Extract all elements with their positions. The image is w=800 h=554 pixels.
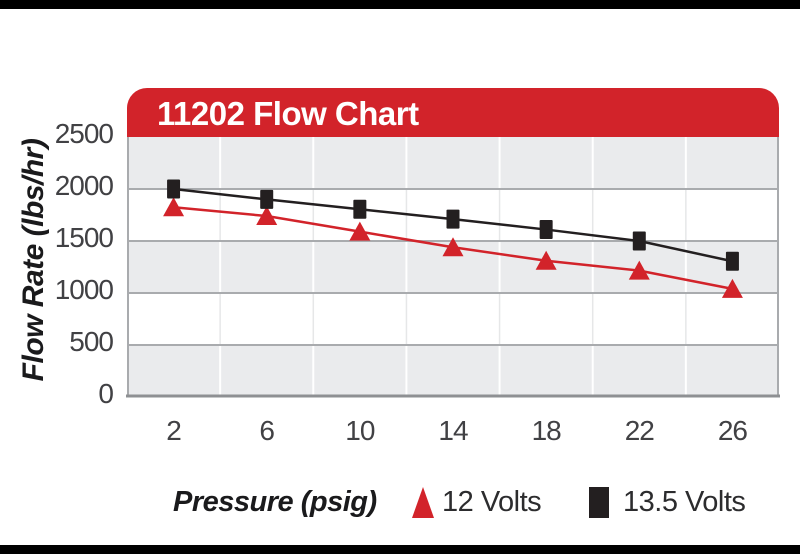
data-point-triangle (721, 278, 743, 298)
x-tick-label: 6 (259, 415, 275, 446)
data-point-square (539, 220, 553, 240)
legend-item-12-volts: 12 Volts (412, 486, 542, 518)
x-axis-title: Pressure (psig) (173, 486, 377, 518)
data-point-triangle (256, 206, 278, 226)
y-tick-label: 500 (69, 326, 114, 357)
gray-band (127, 137, 779, 189)
chart-title-bar: 11202 Flow Chart (127, 88, 779, 137)
legend-item-13-5-volts: 13.5 Volts (589, 486, 746, 518)
y-tick-label: 0 (98, 378, 114, 409)
data-point-triangle (349, 221, 371, 241)
y-tick-label: 1500 (54, 222, 114, 253)
x-tick-label: 10 (345, 415, 375, 446)
top-letterbox-bar (0, 0, 800, 9)
y-tick-label: 1000 (54, 274, 114, 305)
y-tick-label: 2500 (54, 118, 114, 149)
gray-band (127, 345, 779, 397)
x-tick-label: 14 (438, 415, 468, 446)
bottom-letterbox-bar (0, 545, 800, 554)
x-tick-label: 2 (166, 415, 182, 446)
y-tick-label: 2000 (54, 170, 114, 201)
data-point-square (260, 189, 274, 209)
data-point-triangle (535, 250, 557, 270)
x-tick-label: 22 (624, 415, 655, 446)
legend-label-13-5-volts: 13.5 Volts (623, 486, 746, 518)
data-point-triangle (442, 237, 464, 257)
red-triangle-icon (412, 487, 434, 518)
black-square-icon (589, 487, 609, 518)
x-tick-label: 18 (531, 415, 562, 446)
data-point-square (446, 209, 460, 229)
legend-label-12-volts: 12 Volts (442, 486, 542, 518)
data-point-triangle (628, 260, 650, 280)
data-point-square (353, 199, 367, 219)
x-tick-label: 26 (717, 415, 748, 446)
data-point-square (167, 179, 181, 199)
chart-title: 11202 Flow Chart (157, 95, 419, 132)
data-point-triangle (163, 197, 185, 217)
data-point-square (632, 231, 646, 251)
data-point-square (725, 251, 739, 271)
